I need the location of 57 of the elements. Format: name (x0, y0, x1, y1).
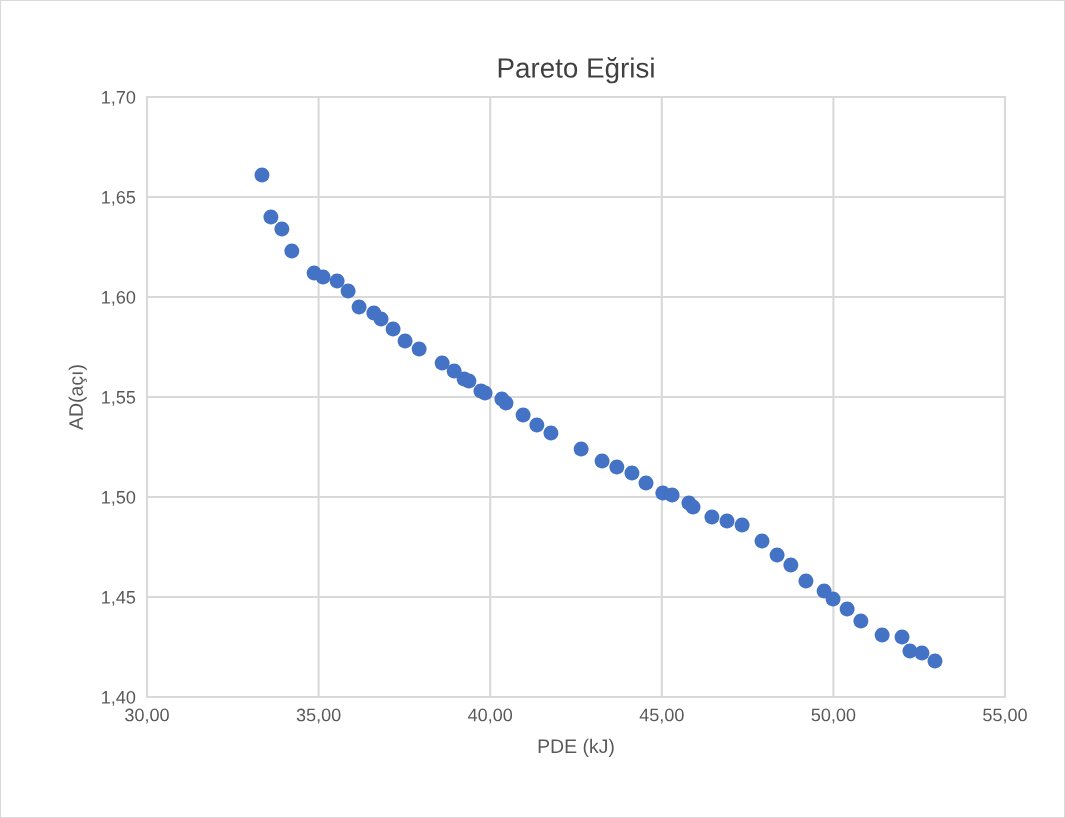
x-tick-label: 50,00 (811, 708, 856, 724)
x-tick-label: 35,00 (296, 708, 341, 724)
point (594, 453, 610, 469)
point (798, 573, 814, 589)
point (874, 627, 890, 643)
x-tick-label: 45,00 (639, 708, 684, 724)
point (477, 385, 493, 401)
point (685, 499, 701, 515)
x-tick-label: 40,00 (468, 708, 513, 724)
x-tick-label: 30,00 (125, 708, 169, 724)
point (373, 311, 389, 327)
y-tick-label: 1,60 (102, 290, 136, 306)
point (515, 407, 531, 423)
point (284, 243, 300, 259)
chart-title: Pareto Eğrisi (498, 57, 654, 84)
point (340, 283, 356, 299)
point (719, 513, 735, 529)
point (315, 269, 331, 285)
point (434, 355, 450, 371)
point (914, 645, 930, 661)
point (446, 363, 462, 379)
point (543, 425, 559, 441)
point (573, 441, 589, 457)
point (461, 373, 477, 389)
point (609, 459, 625, 475)
point (894, 629, 910, 645)
point (783, 557, 799, 573)
point (274, 221, 290, 237)
point (769, 547, 785, 563)
point (624, 465, 640, 481)
point (329, 273, 345, 289)
x-tick-label: 55,00 (983, 708, 1027, 724)
point (839, 601, 855, 617)
point (254, 167, 270, 183)
point (397, 333, 413, 349)
point (351, 299, 367, 315)
y-tick-label: 1,55 (102, 391, 136, 406)
point (734, 517, 750, 533)
point (853, 613, 869, 629)
y-tick-label: 1,40 (102, 690, 136, 706)
point (927, 653, 943, 669)
point (638, 475, 654, 491)
point (263, 209, 279, 225)
y-axis-title: AD(açı) (68, 365, 87, 430)
point (498, 395, 514, 411)
point (385, 321, 401, 337)
y-tick-label: 1,50 (102, 490, 136, 506)
point (529, 417, 545, 433)
y-tick-label: 1,65 (102, 190, 136, 206)
y-tick-label: 1,45 (102, 591, 136, 606)
point (825, 591, 841, 607)
point (704, 509, 720, 525)
point (664, 487, 680, 503)
x-axis-title: PDE (kJ) (538, 738, 614, 757)
y-tick-label: 1,70 (102, 90, 136, 106)
point (754, 533, 770, 549)
point (411, 341, 427, 357)
